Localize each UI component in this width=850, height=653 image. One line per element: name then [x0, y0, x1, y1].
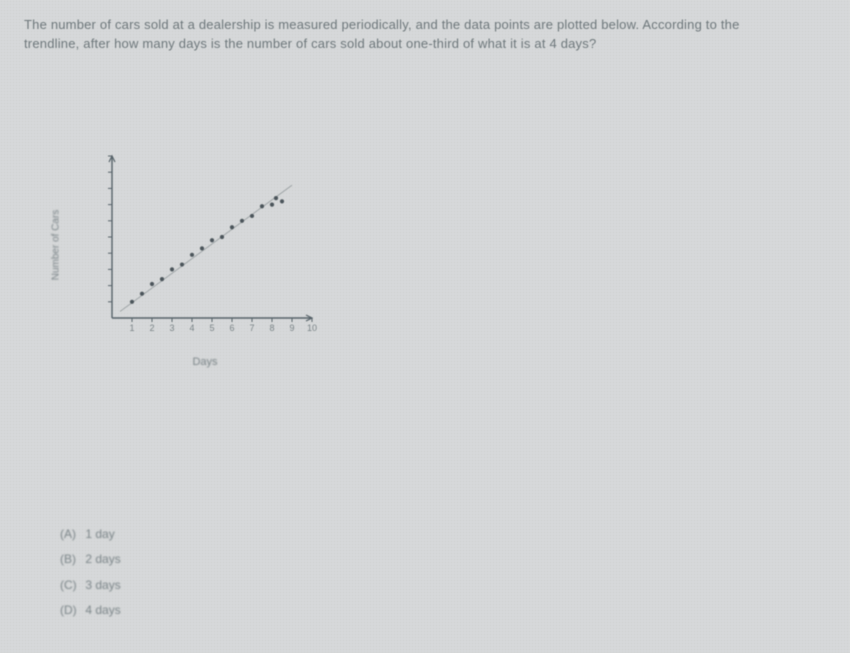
svg-text:2: 2 [149, 323, 154, 333]
option-b[interactable]: (B) 2 days [60, 547, 121, 572]
option-b-label: (B) [60, 547, 82, 572]
x-axis-label: Days [192, 356, 217, 368]
svg-text:9: 9 [289, 323, 294, 333]
y-axis-label: Number of Cars [51, 210, 62, 281]
svg-text:6: 6 [229, 323, 234, 333]
question-line-1: The number of cars sold at a dealership … [24, 17, 740, 32]
svg-text:1: 1 [129, 323, 134, 333]
question-line-2: trendline, after how many days is the nu… [24, 36, 596, 51]
scatter-chart: Number of Cars 12345678910 Days [90, 150, 320, 340]
option-a[interactable]: (A) 1 day [60, 522, 121, 547]
option-c[interactable]: (C) 3 days [60, 573, 121, 598]
option-d[interactable]: (D) 4 days [60, 598, 121, 623]
option-c-label: (C) [60, 573, 82, 598]
svg-text:3: 3 [169, 323, 174, 333]
answer-options: (A) 1 day (B) 2 days (C) 3 days (D) 4 da… [60, 522, 121, 623]
svg-text:4: 4 [189, 323, 194, 333]
svg-text:10: 10 [307, 323, 317, 333]
svg-text:8: 8 [269, 323, 274, 333]
option-d-text: 4 days [85, 603, 120, 617]
chart-svg: 1 2 3 4 5 6 7 8 9 10 [90, 150, 320, 340]
svg-text:5: 5 [209, 323, 214, 333]
option-c-text: 3 days [85, 578, 120, 592]
option-a-label: (A) [60, 522, 82, 547]
option-b-text: 2 days [85, 552, 120, 566]
question-text: The number of cars sold at a dealership … [24, 16, 820, 54]
svg-text:7: 7 [249, 323, 254, 333]
option-d-label: (D) [60, 598, 82, 623]
option-a-text: 1 day [85, 527, 114, 541]
